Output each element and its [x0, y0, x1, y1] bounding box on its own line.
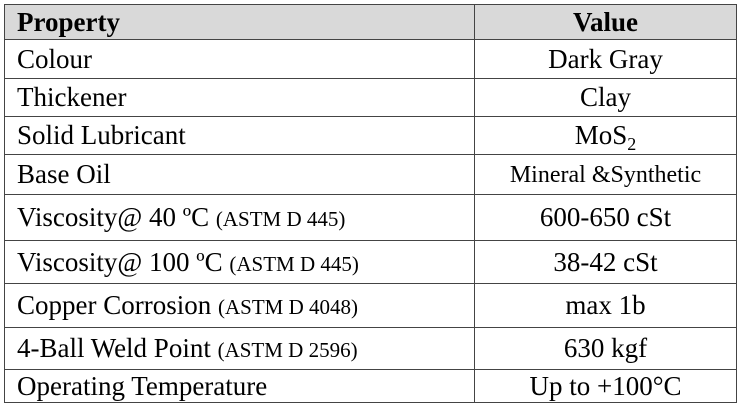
property-name: Thickener: [17, 82, 127, 112]
table-row: Base Oil Mineral &Synthetic: [4, 154, 737, 195]
table-row: Colour Dark Gray: [4, 39, 737, 79]
test-standard: (ASTM D 2596): [217, 338, 358, 362]
value-text: 600-650 cSt: [539, 202, 672, 232]
property-name: Viscosity@ 100 ºC: [17, 246, 223, 277]
value-cell: Dark Gray: [474, 39, 737, 79]
test-standard: (ASTM D 4048): [217, 295, 358, 319]
property-name: 4-Ball Weld Point: [17, 333, 211, 363]
table-row: Copper Corrosion (ASTM D 4048) max 1b: [4, 283, 737, 328]
property-cell: Base Oil: [4, 154, 475, 195]
property-name: Viscosity@ 40 ºC: [17, 202, 210, 232]
property-cell: Viscosity@ 100 ºC (ASTM D 445): [4, 240, 475, 284]
value-cell: max 1b: [474, 283, 737, 328]
value-text: Mineral &Synthetic: [509, 161, 702, 188]
property-cell: Operating Temperature: [4, 369, 475, 403]
table-row: 4-Ball Weld Point (ASTM D 2596) 630 kgf: [4, 327, 737, 370]
value-cell: Mineral &Synthetic: [474, 154, 737, 195]
property-cell: Viscosity@ 40 ºC (ASTM D 445): [4, 194, 475, 241]
value-cell: Clay: [474, 78, 737, 117]
value-text: Clay: [580, 82, 631, 112]
property-name: Base Oil: [17, 159, 111, 189]
value-subscript: 2: [627, 134, 637, 154]
value-text: MoS: [574, 120, 628, 150]
property-cell: 4-Ball Weld Point (ASTM D 2596): [4, 327, 475, 370]
test-standard: (ASTM D 445): [229, 251, 359, 276]
header-row: Property Value: [4, 4, 737, 40]
value-text: max 1b: [565, 290, 646, 320]
table-row: Operating Temperature Up to +100°C: [4, 369, 737, 403]
table-row: Solid Lubricant MoS2: [4, 116, 737, 155]
table-row: Thickener Clay: [4, 78, 737, 117]
value-cell: Up to +100°C: [474, 369, 737, 403]
table-body: Colour Dark Gray Thickener Clay Solid Lubric…: [4, 39, 737, 403]
header-cell: Value: [474, 4, 737, 40]
test-standard: (ASTM D 445): [215, 207, 346, 231]
property-cell: Colour: [4, 39, 475, 79]
property-cell: Thickener: [4, 78, 475, 117]
property-name: Colour: [17, 43, 93, 74]
value-text: Up to +100°C: [529, 370, 682, 401]
property-name: Solid Lubricant: [17, 120, 186, 150]
property-cell: Solid Lubricant: [4, 116, 475, 155]
header-cell: Property: [4, 4, 475, 40]
value-cell: 630 kgf: [474, 327, 737, 370]
value-text: 630 kgf: [563, 333, 648, 363]
value-cell: 600-650 cSt: [474, 194, 737, 241]
table-row: Viscosity@ 40 ºC (ASTM D 445) 600-650 cSt: [4, 194, 737, 241]
table-row: Viscosity@ 100 ºC (ASTM D 445) 38-42 cSt: [4, 240, 737, 284]
property-table: Property Value Colour Dark Gray Thickener C…: [4, 4, 737, 403]
value-text: Dark Gray: [548, 43, 663, 74]
value-cell: MoS2: [474, 116, 737, 155]
value-cell: 38-42 cSt: [474, 240, 737, 284]
value-text: 38-42 cSt: [553, 246, 658, 277]
property-name: Copper Corrosion: [17, 290, 212, 320]
property-name: Operating Temperature: [17, 370, 268, 401]
property-cell: Copper Corrosion (ASTM D 4048): [4, 283, 475, 328]
